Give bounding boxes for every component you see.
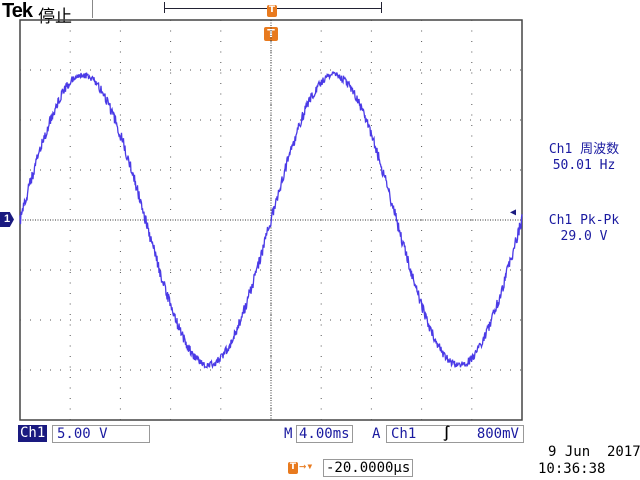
trigger-level-icon: ◀ — [510, 207, 516, 218]
trigger-offset[interactable]: -20.0000µs — [323, 459, 413, 477]
trigger-mode: A — [372, 426, 380, 442]
timebase[interactable]: 4.00ms — [296, 425, 353, 443]
measurement-value: 29.0 V — [524, 229, 640, 245]
rising-edge-icon: ∫ — [442, 426, 450, 442]
channel-button[interactable]: Ch1 — [18, 425, 47, 442]
measurement-frequency: Ch1 周波数 50.01 Hz — [524, 142, 640, 174]
trigger-source: Ch1 — [391, 426, 416, 442]
measurement-value: 50.01 Hz — [524, 158, 640, 174]
measurement-pkpk: Ch1 Pk-Pk 29.0 V — [524, 213, 640, 245]
trigger-level: 800mV — [477, 426, 519, 442]
timebase-prefix: M — [284, 426, 292, 442]
date: 9 Jun 2017 — [548, 444, 640, 460]
trigger-offset-icon: T — [288, 462, 298, 474]
trigger-settings[interactable]: Ch1 ∫ 800mV — [386, 425, 524, 443]
arrow-icon: →▾ — [299, 459, 313, 473]
volts-per-div[interactable]: 5.00 V — [52, 425, 150, 443]
measurement-label: Ch1 Pk-Pk — [524, 213, 640, 229]
measurement-label: Ch1 周波数 — [524, 142, 640, 158]
time: 10:36:38 — [538, 461, 605, 477]
